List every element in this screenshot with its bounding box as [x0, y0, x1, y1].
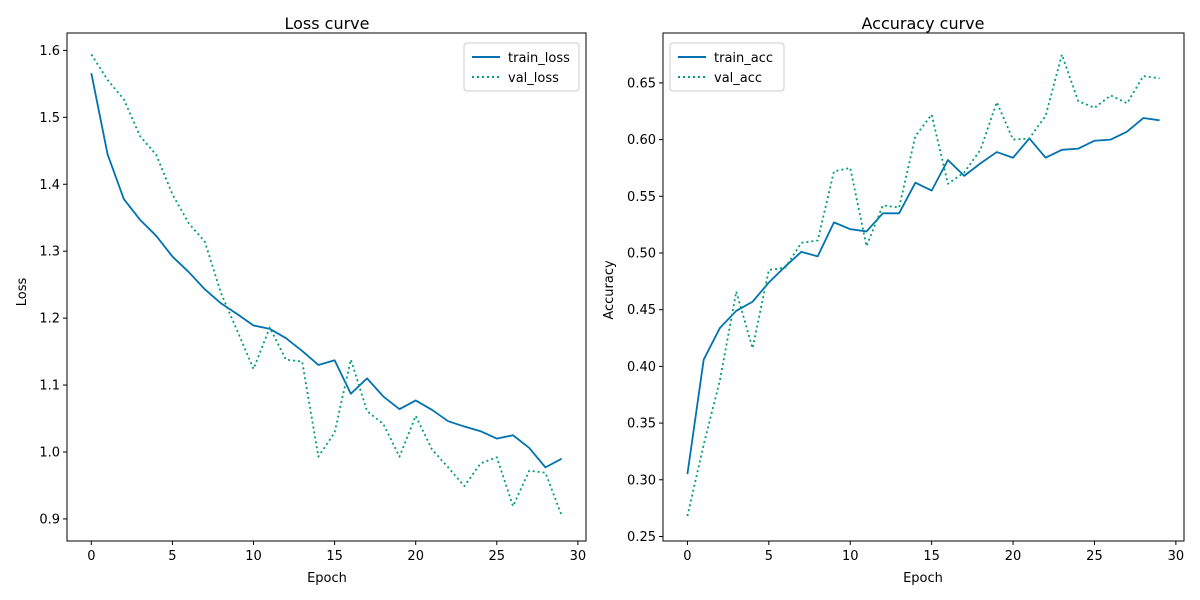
loss-x-tick-label: 20: [407, 549, 424, 564]
loss-x-tick-label: 10: [245, 549, 262, 564]
accuracy-chart-title: Accuracy curve: [862, 14, 985, 33]
loss-x-tick-label: 0: [87, 549, 95, 564]
accuracy-y-tick-label: 0.65: [627, 76, 656, 91]
accuracy-chart-x-axis-label: Epoch: [903, 571, 943, 586]
accuracy-chart-y-axis-label: Accuracy: [602, 260, 617, 320]
loss-chart-title: Loss curve: [284, 14, 369, 33]
loss-chart-x-axis-label: Epoch: [307, 571, 347, 586]
loss-y-tick-label: 1.0: [39, 445, 60, 460]
loss-legend-label-val-loss: val_loss: [508, 71, 559, 86]
loss-y-tick-label: 1.1: [39, 379, 60, 394]
loss-chart-ticks: 0 5 10 15 20 25 30 0.9 1.0 1.1 1.2 1.3 1.4 1.5 1.6: [39, 44, 586, 564]
loss-y-tick-label: 1.3: [39, 245, 60, 260]
accuracy-y-tick-label: 0.45: [627, 303, 656, 318]
accuracy-y-tick-label: 0.55: [627, 190, 656, 205]
accuracy-chart-legend: train_acc val_acc: [669, 42, 785, 92]
train-loss-line: [90, 72, 563, 469]
accuracy-x-tick-label: 10: [842, 549, 859, 564]
loss-y-tick-label: 1.5: [39, 111, 60, 126]
loss-legend-frame: [463, 42, 580, 92]
loss-legend-label-train-loss: train_loss: [508, 51, 570, 66]
accuracy-x-tick-label: 25: [1086, 549, 1103, 564]
accuracy-chart-series: [686, 53, 1160, 517]
loss-x-tick-label: 30: [570, 549, 587, 564]
accuracy-legend-label-train-acc: train_acc: [714, 51, 773, 66]
accuracy-legend-label-val-acc: val_acc: [714, 71, 762, 86]
accuracy-x-tick-label: 30: [1168, 549, 1185, 564]
accuracy-y-tick-label: 0.25: [627, 530, 656, 545]
loss-chart-legend: train_loss val_loss: [463, 42, 580, 92]
accuracy-x-tick-label: 20: [1005, 549, 1022, 564]
loss-chart-series: [90, 53, 563, 516]
loss-x-tick-label: 5: [168, 549, 176, 564]
loss-y-tick-label: 1.4: [39, 178, 60, 193]
accuracy-y-tick-label: 0.60: [627, 133, 656, 148]
loss-x-tick-label: 15: [326, 549, 343, 564]
accuracy-chart-axes-frame: [662, 32, 1185, 542]
accuracy-chart-ticks: 0 5 10 15 20 25 30 0.25 0.30 0.35 0.40 0.45 0.50 0.55…: [627, 76, 1184, 564]
val-acc-line: [686, 53, 1160, 517]
accuracy-x-tick-label: 0: [683, 549, 691, 564]
accuracy-x-tick-label: 15: [923, 549, 940, 564]
train-acc-line: [686, 117, 1160, 475]
accuracy-y-tick-label: 0.30: [627, 473, 656, 488]
accuracy-chart-panel: Accuracy curve Epoch Accuracy 0 5 10 15 20 25…: [602, 14, 1185, 586]
accuracy-y-tick-label: 0.35: [627, 417, 656, 432]
loss-y-tick-label: 1.2: [39, 312, 60, 327]
accuracy-y-tick-label: 0.40: [627, 360, 656, 375]
val-loss-line: [90, 53, 563, 516]
loss-x-tick-label: 25: [489, 549, 506, 564]
loss-y-tick-label: 0.9: [39, 512, 60, 527]
loss-chart-y-axis-label: Loss: [15, 278, 30, 307]
accuracy-y-tick-label: 0.50: [627, 246, 656, 261]
loss-chart-panel: Loss curve Epoch Loss 0 5 10 15 20 25 30 0.9 1.0…: [15, 14, 587, 586]
accuracy-x-tick-label: 5: [765, 549, 773, 564]
loss-chart-axes-frame: [66, 32, 587, 542]
accuracy-legend-frame: [669, 42, 785, 92]
loss-y-tick-label: 1.6: [39, 44, 60, 59]
